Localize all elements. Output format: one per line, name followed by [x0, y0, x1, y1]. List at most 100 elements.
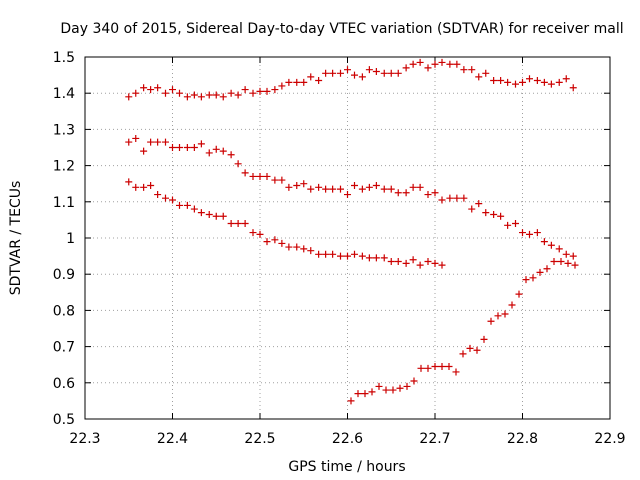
data-point: [234, 220, 242, 228]
data-point: [169, 144, 176, 151]
data-point: [197, 93, 205, 101]
data-point: [162, 89, 169, 97]
data-point: [490, 210, 498, 218]
data-point: [445, 363, 453, 371]
data-point: [125, 178, 133, 186]
series-trace-c: [125, 178, 446, 269]
data-point: [365, 183, 373, 191]
data-point: [562, 75, 570, 83]
data-point: [278, 82, 286, 90]
data-point: [431, 363, 439, 371]
data-point: [234, 91, 242, 99]
y-tick-label: 0.9: [53, 267, 75, 283]
data-point: [402, 189, 410, 197]
data-point: [219, 93, 227, 101]
data-point: [176, 89, 183, 97]
data-point: [154, 138, 162, 146]
data-point: [256, 87, 264, 95]
data-point: [154, 84, 162, 92]
data-point: [550, 258, 558, 266]
data-point: [519, 78, 526, 86]
data-point: [351, 71, 358, 79]
data-point: [416, 58, 424, 66]
data-point: [140, 84, 148, 92]
y-tick-label: 1.5: [53, 50, 75, 66]
data-point: [540, 78, 548, 86]
data-point: [382, 386, 390, 394]
x-tick-label: 22.6: [332, 431, 363, 447]
data-point: [453, 60, 461, 68]
data-point: [219, 147, 227, 155]
y-axis-label: SDTVAR / TECUs: [8, 181, 24, 296]
data-point: [540, 238, 548, 246]
data-point: [293, 182, 301, 190]
data-point: [555, 245, 563, 253]
data-point: [533, 229, 541, 237]
data-point: [394, 258, 402, 266]
data-point: [409, 183, 417, 191]
data-point: [459, 350, 467, 358]
data-point: [125, 93, 133, 101]
data-point: [512, 80, 519, 88]
data-point: [285, 78, 293, 86]
data-point: [416, 261, 424, 269]
data-point: [515, 290, 523, 298]
data-point: [183, 93, 191, 101]
data-point: [263, 172, 271, 180]
data-point: [482, 69, 490, 77]
data-point: [409, 256, 417, 264]
data-point: [547, 241, 555, 249]
data-point: [300, 245, 308, 253]
data-point: [212, 212, 220, 220]
data-point: [497, 77, 505, 85]
y-tick-label: 1.2: [53, 159, 75, 175]
data-point: [394, 69, 402, 77]
data-point: [132, 89, 140, 97]
data-point: [468, 205, 476, 213]
data-point: [504, 78, 512, 86]
data-point: [322, 69, 330, 77]
data-point: [529, 274, 537, 282]
x-tick-label: 22.8: [507, 431, 538, 447]
data-point: [365, 66, 373, 74]
data-point: [387, 69, 395, 77]
data-point: [564, 259, 572, 267]
data-point: [190, 91, 198, 99]
data-point: [497, 212, 505, 220]
x-tick-label: 22.5: [244, 431, 275, 447]
data-point: [387, 258, 395, 266]
data-point: [394, 189, 402, 197]
data-point: [154, 191, 162, 199]
data-point: [344, 191, 351, 199]
y-tick-label: 0.5: [53, 412, 75, 428]
data-point: [271, 176, 279, 184]
data-point: [227, 151, 235, 159]
data-point: [431, 189, 439, 197]
data-point: [197, 209, 205, 217]
data-point: [361, 390, 369, 398]
data-point: [403, 382, 411, 390]
data-point: [249, 229, 257, 237]
data-point: [249, 89, 257, 97]
data-point: [571, 261, 579, 269]
data-point: [519, 229, 526, 237]
data-point: [504, 221, 512, 229]
data-point: [241, 220, 249, 228]
x-axis-label: GPS time / hours: [288, 459, 405, 475]
data-point: [212, 145, 220, 153]
data-point: [285, 243, 293, 251]
data-point: [241, 86, 249, 94]
data-point: [453, 194, 461, 202]
data-point: [438, 58, 446, 66]
data-point: [351, 250, 358, 258]
data-point: [271, 236, 279, 244]
data-point: [424, 258, 432, 266]
data-point: [536, 268, 544, 276]
data-point: [446, 194, 454, 202]
data-point: [329, 69, 337, 77]
data-point: [351, 182, 358, 190]
data-point: [293, 243, 301, 251]
data-point: [337, 252, 344, 260]
y-tick-label: 1.3: [53, 122, 75, 138]
